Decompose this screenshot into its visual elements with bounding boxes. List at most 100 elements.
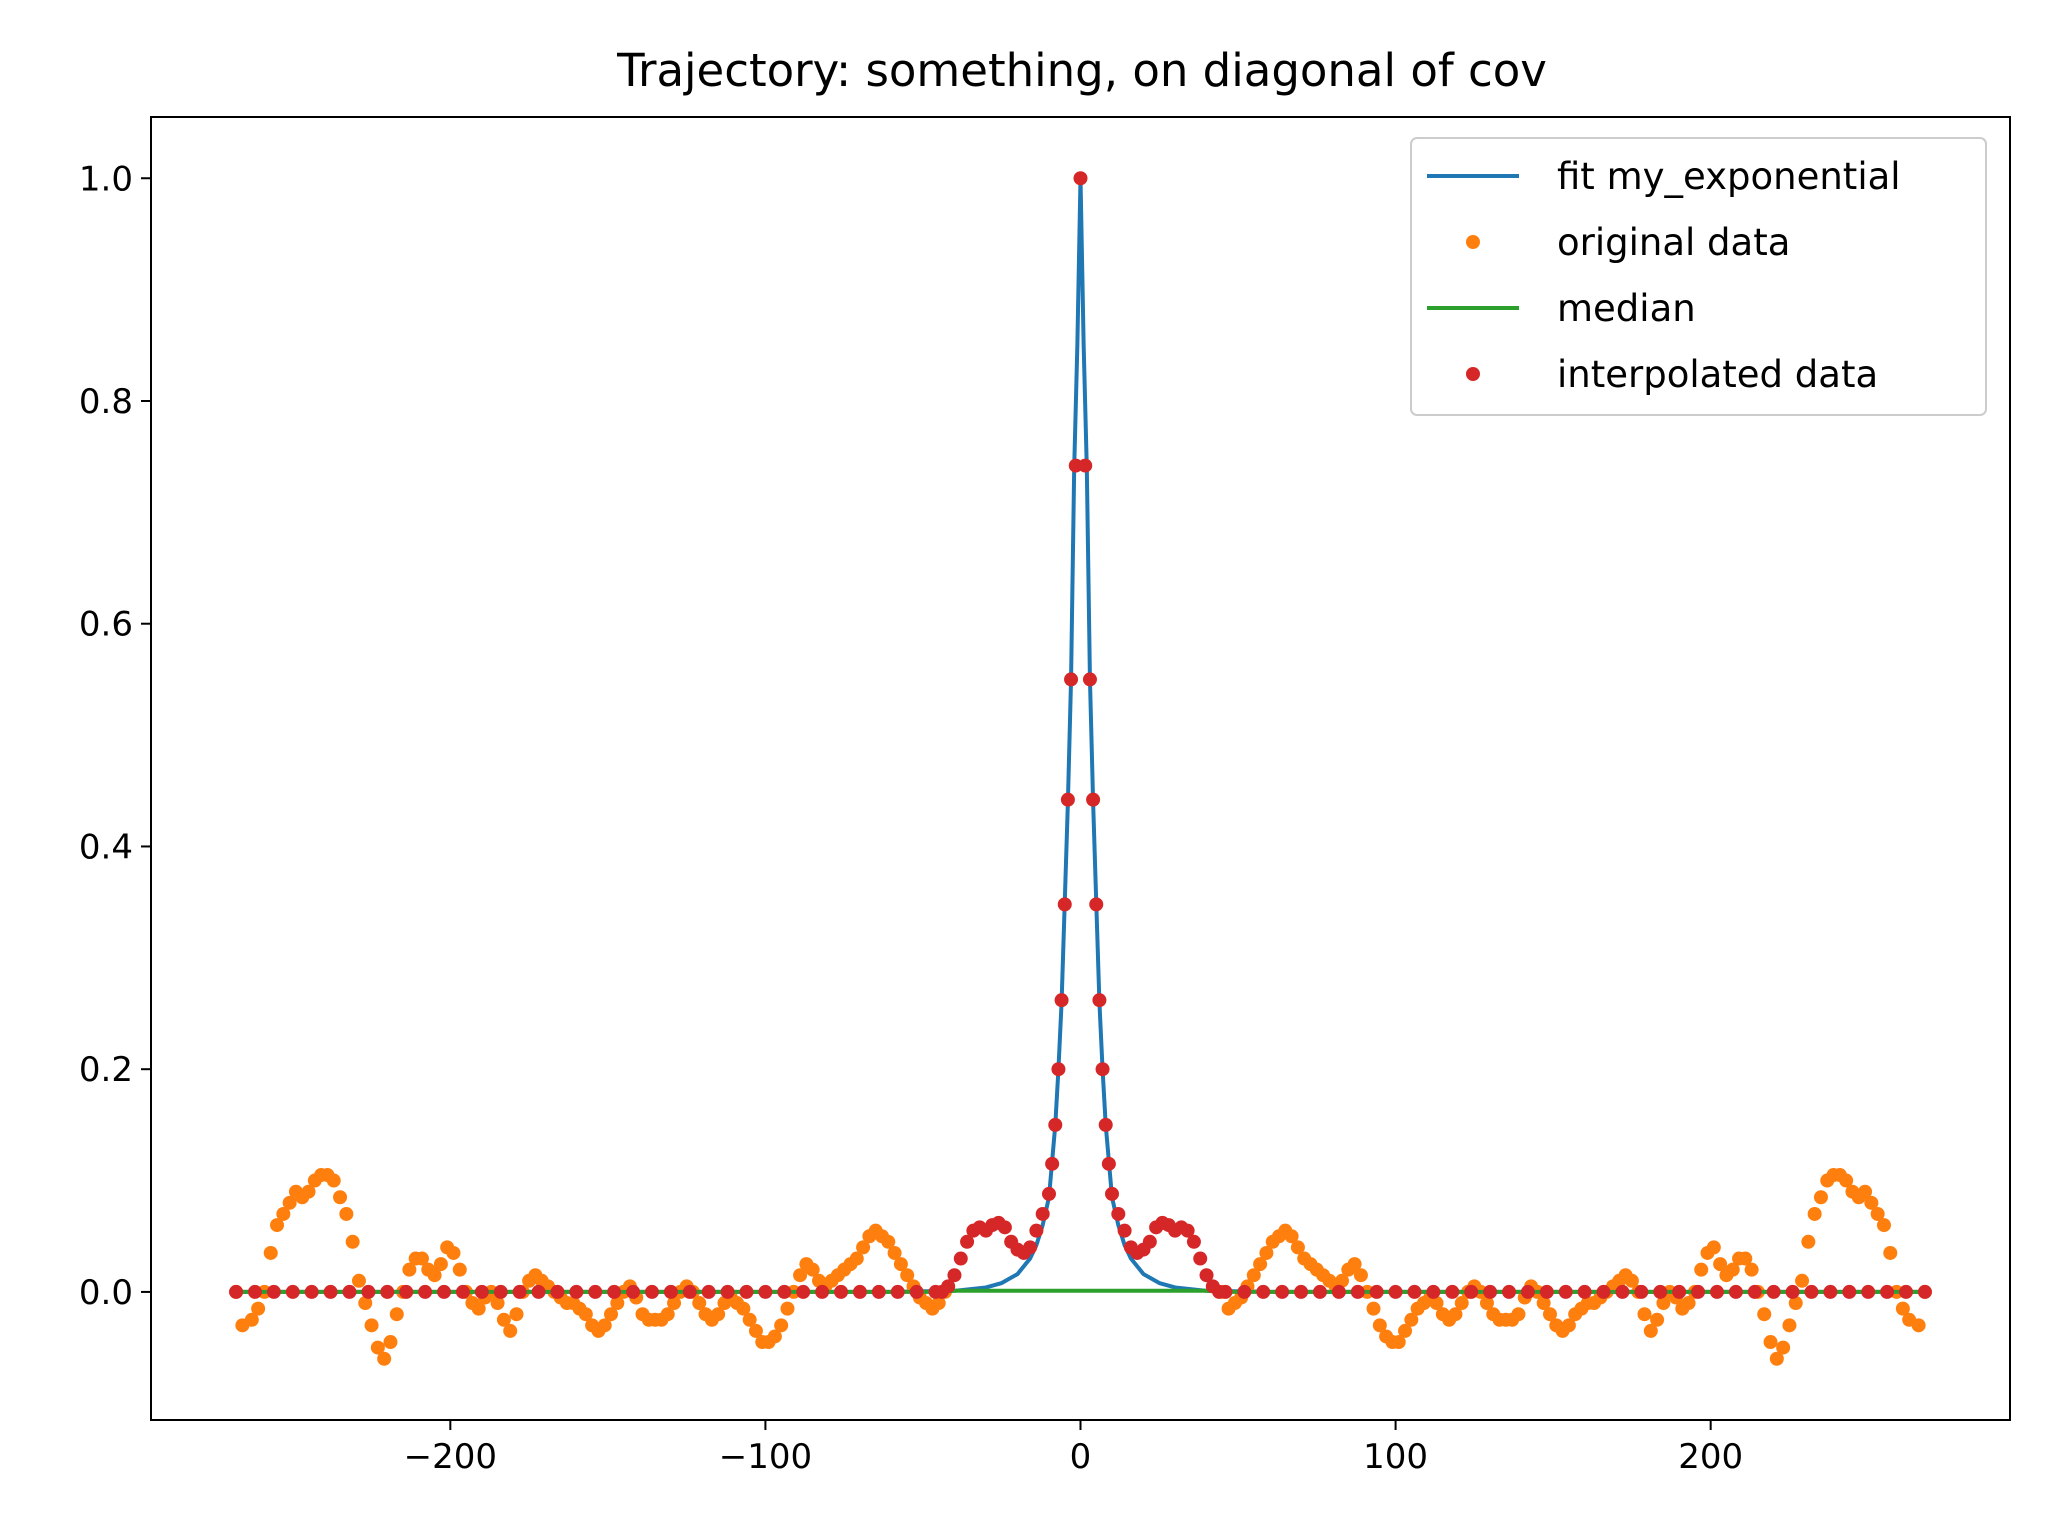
data-point	[1054, 993, 1069, 1008]
y-tick-label: 0.0	[79, 1273, 133, 1313]
data-point	[474, 1284, 489, 1299]
data-point	[887, 1245, 902, 1260]
data-point	[1041, 1186, 1056, 1201]
data-point	[720, 1284, 735, 1299]
data-point	[1186, 1234, 1201, 1249]
data-point	[1256, 1284, 1271, 1299]
data-point	[1089, 897, 1104, 912]
data-point	[1539, 1284, 1554, 1299]
axis-ticks: −200 −100 0 100 200 0.0 0.2 0.4 0.6 0.8 1.0	[79, 159, 1743, 1477]
data-point	[490, 1296, 505, 1311]
data-point	[604, 1307, 619, 1322]
data-point	[333, 1190, 348, 1205]
data-point	[1218, 1284, 1233, 1299]
data-point	[452, 1262, 467, 1277]
data-point	[1725, 1262, 1740, 1277]
data-point	[1782, 1318, 1797, 1333]
data-point	[1078, 458, 1093, 473]
data-point	[342, 1284, 357, 1299]
data-point	[1073, 171, 1088, 186]
data-point	[1672, 1284, 1687, 1299]
data-point	[597, 1318, 612, 1333]
data-point	[1634, 1284, 1649, 1299]
data-point	[1624, 1273, 1639, 1288]
data-point	[663, 1284, 678, 1299]
data-point	[1709, 1284, 1724, 1299]
data-point	[471, 1301, 486, 1316]
data-point	[1086, 792, 1101, 807]
data-point	[1653, 1284, 1668, 1299]
legend-label: interpolated data	[1557, 353, 1878, 396]
data-point	[953, 1251, 968, 1266]
data-point	[834, 1284, 849, 1299]
plot-content	[229, 171, 1932, 1366]
data-point	[1105, 1186, 1120, 1201]
data-point	[247, 1284, 262, 1299]
data-point	[509, 1307, 524, 1322]
legend-label: fit my_exponential	[1557, 155, 1901, 198]
data-point	[455, 1284, 470, 1299]
data-point	[1331, 1284, 1346, 1299]
data-point	[370, 1340, 385, 1355]
data-point	[1917, 1284, 1932, 1299]
data-point	[890, 1284, 905, 1299]
data-point	[578, 1307, 593, 1322]
data-point	[1858, 1184, 1873, 1199]
data-point	[1738, 1251, 1753, 1266]
data-point	[229, 1284, 244, 1299]
data-point	[1880, 1284, 1895, 1299]
data-point	[323, 1284, 338, 1299]
data-point	[1483, 1284, 1498, 1299]
data-point	[1048, 1117, 1063, 1132]
data-point	[1804, 1284, 1819, 1299]
data-point	[1095, 1062, 1110, 1077]
data-point	[701, 1284, 716, 1299]
data-point	[947, 1268, 962, 1283]
data-point	[871, 1284, 886, 1299]
data-point	[748, 1323, 763, 1338]
data-point	[1404, 1312, 1419, 1327]
data-point	[304, 1284, 319, 1299]
data-point	[364, 1318, 379, 1333]
data-point	[893, 1257, 908, 1272]
data-point	[1883, 1245, 1898, 1260]
data-point	[418, 1284, 433, 1299]
data-point	[301, 1184, 316, 1199]
data-point	[1813, 1190, 1828, 1205]
data-point	[909, 1284, 924, 1299]
data-point	[1388, 1284, 1403, 1299]
y-tick-label: 0.4	[79, 827, 133, 867]
data-point	[1561, 1318, 1576, 1333]
data-point	[1842, 1284, 1857, 1299]
x-tick-label: 200	[1678, 1437, 1743, 1477]
x-tick-label: 100	[1363, 1437, 1428, 1477]
data-point	[1057, 897, 1072, 912]
data-point	[1861, 1284, 1876, 1299]
data-point	[796, 1284, 811, 1299]
data-point	[1180, 1223, 1195, 1238]
data-point	[667, 1296, 682, 1311]
data-point	[1876, 1218, 1891, 1233]
data-point	[1035, 1206, 1050, 1221]
data-point	[266, 1284, 281, 1299]
data-point	[282, 1195, 297, 1210]
data-point	[512, 1284, 527, 1299]
data-point	[1643, 1323, 1658, 1338]
data-point	[1911, 1318, 1926, 1333]
x-tick-label: 0	[1070, 1437, 1092, 1477]
legend: fit my_exponential original data median int…	[1410, 137, 1987, 416]
data-point	[1045, 1156, 1060, 1171]
data-point	[815, 1284, 830, 1299]
data-point	[446, 1245, 461, 1260]
data-point	[774, 1318, 789, 1333]
data-point	[383, 1335, 398, 1350]
data-point	[1353, 1268, 1368, 1283]
data-point	[1706, 1240, 1721, 1255]
data-point	[1615, 1284, 1630, 1299]
data-point	[1246, 1268, 1261, 1283]
data-point	[1681, 1296, 1696, 1311]
data-point	[1372, 1318, 1387, 1333]
data-point	[881, 1234, 896, 1249]
legend-label: original data	[1557, 221, 1790, 264]
